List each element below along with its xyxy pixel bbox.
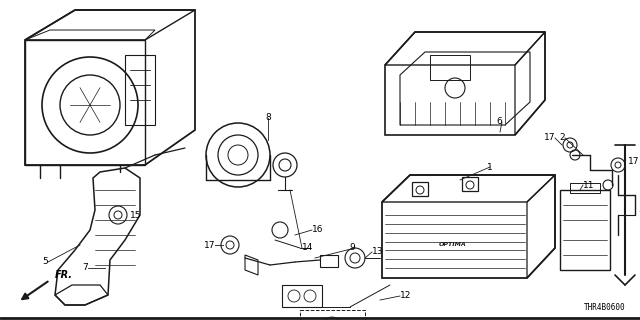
Text: 17: 17 [628, 157, 639, 166]
Text: 7: 7 [83, 263, 88, 273]
Bar [125, 55, 155, 125]
Text: OPTIMA: OPTIMA [439, 243, 467, 247]
Bar [430, 55, 470, 80]
Bar [560, 190, 610, 270]
Text: 11: 11 [583, 180, 595, 189]
Text: 5: 5 [42, 258, 48, 267]
Text: 2: 2 [559, 133, 565, 142]
Text: 15: 15 [130, 211, 141, 220]
Text: 1: 1 [487, 163, 493, 172]
Bar [320, 255, 338, 267]
Bar [412, 182, 428, 196]
Text: 8: 8 [265, 114, 271, 123]
Text: 17: 17 [204, 241, 215, 250]
Bar [300, 310, 365, 320]
Text: FR.: FR. [55, 270, 73, 280]
Text: 9: 9 [349, 244, 355, 252]
Text: THR4B0600: THR4B0600 [584, 303, 625, 312]
Text: 12: 12 [400, 292, 412, 300]
Text: 16: 16 [312, 226, 323, 235]
Text: 3: 3 [638, 205, 640, 214]
Text: 17: 17 [543, 133, 555, 142]
Text: 14: 14 [302, 244, 314, 252]
Text: 13: 13 [372, 247, 383, 257]
Bar [462, 177, 478, 191]
Bar [570, 183, 600, 193]
Text: 6: 6 [496, 117, 502, 126]
